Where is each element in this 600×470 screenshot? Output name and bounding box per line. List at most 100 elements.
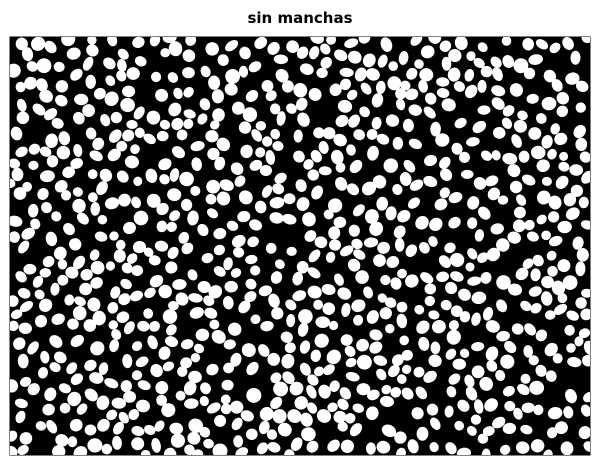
blob (528, 54, 543, 65)
blob (45, 231, 58, 247)
blob (307, 374, 319, 386)
blob (495, 369, 506, 382)
blob (123, 321, 135, 335)
blob (535, 364, 547, 377)
blob (103, 57, 116, 70)
blob (344, 38, 359, 48)
blob (222, 296, 234, 310)
blob (36, 78, 48, 92)
blob (541, 96, 557, 111)
blob (280, 331, 293, 343)
blob (355, 270, 369, 284)
blob (349, 423, 363, 437)
blob (408, 138, 422, 150)
blob (297, 112, 310, 127)
blob (30, 218, 41, 230)
blob (104, 378, 119, 389)
blob (205, 42, 219, 56)
blob (575, 261, 586, 277)
blob (216, 137, 231, 152)
blob (388, 364, 400, 378)
blob (250, 314, 261, 325)
blob (169, 210, 181, 222)
blob (341, 302, 351, 318)
blob (10, 430, 18, 442)
blob (321, 283, 336, 296)
blob (53, 246, 67, 260)
blob (524, 323, 537, 336)
blob (295, 97, 308, 111)
blob (94, 231, 108, 242)
blob (314, 333, 329, 348)
blob (40, 350, 50, 364)
blob (240, 410, 254, 422)
blob (541, 134, 553, 149)
blob (323, 209, 334, 220)
blob (166, 221, 177, 233)
blob (560, 441, 574, 455)
blob (169, 168, 180, 182)
blob (466, 425, 477, 436)
blob (277, 422, 292, 437)
blob (318, 384, 331, 399)
blob (184, 444, 195, 455)
blob (79, 282, 92, 296)
blob (302, 212, 316, 227)
blob (451, 142, 463, 155)
blob (15, 37, 28, 51)
blob (245, 89, 259, 103)
blob (70, 68, 83, 81)
blob (206, 179, 221, 194)
blob (183, 109, 196, 119)
blob (116, 140, 128, 152)
blob (556, 91, 570, 105)
blob (208, 75, 221, 90)
blob (191, 157, 202, 172)
blob (246, 361, 259, 376)
blob (296, 197, 310, 211)
blob (36, 58, 52, 74)
blob (340, 334, 353, 346)
blob (123, 391, 137, 403)
blob (502, 105, 515, 117)
blob (522, 174, 536, 186)
blob (117, 58, 127, 72)
blob (118, 293, 131, 306)
blob (197, 113, 208, 125)
blob (34, 314, 48, 328)
blob (15, 146, 28, 158)
blob (485, 320, 500, 333)
blob (381, 424, 397, 438)
blob (221, 379, 234, 391)
blob (275, 68, 289, 83)
blob (445, 281, 458, 295)
blob (351, 238, 363, 250)
blob (188, 370, 202, 384)
blob (492, 67, 503, 82)
blob (57, 259, 68, 270)
blob (155, 88, 169, 102)
blob (192, 449, 204, 455)
blob (231, 417, 243, 431)
blob (479, 376, 494, 391)
blob (210, 120, 220, 130)
blob (10, 320, 19, 332)
blob (146, 193, 161, 208)
blob (583, 441, 590, 452)
blob (299, 63, 314, 75)
blob (429, 417, 441, 430)
blob (256, 442, 269, 455)
blob (309, 46, 320, 60)
blob (107, 148, 121, 162)
blob (187, 269, 198, 281)
blob (10, 309, 23, 320)
blob (266, 429, 278, 440)
blob (509, 180, 523, 194)
blob (42, 403, 55, 416)
blob (131, 437, 145, 451)
blob (267, 441, 281, 453)
blob (557, 220, 572, 234)
image-title: sin manchas (247, 9, 352, 27)
blob (480, 65, 493, 78)
blob (203, 295, 215, 306)
